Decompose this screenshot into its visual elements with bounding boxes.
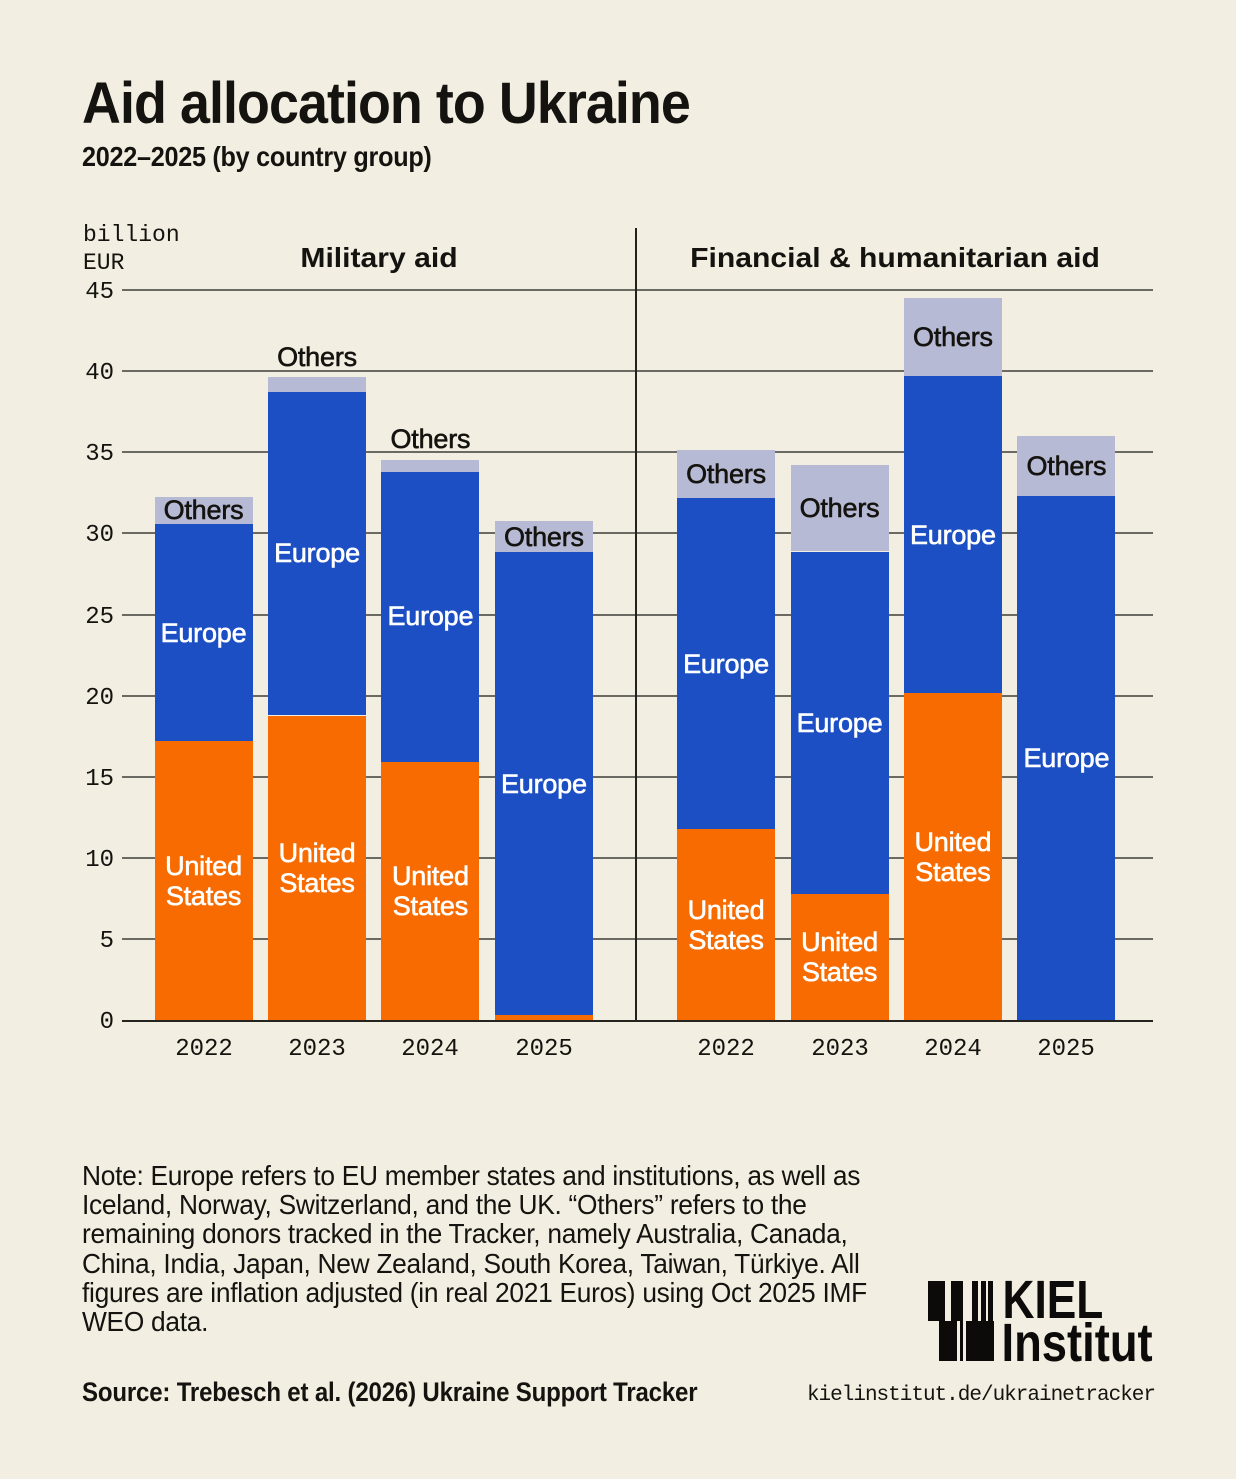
svg-text:KIEL: KIEL <box>1003 1280 1104 1330</box>
svg-text:Institut: Institut <box>1002 1312 1153 1364</box>
